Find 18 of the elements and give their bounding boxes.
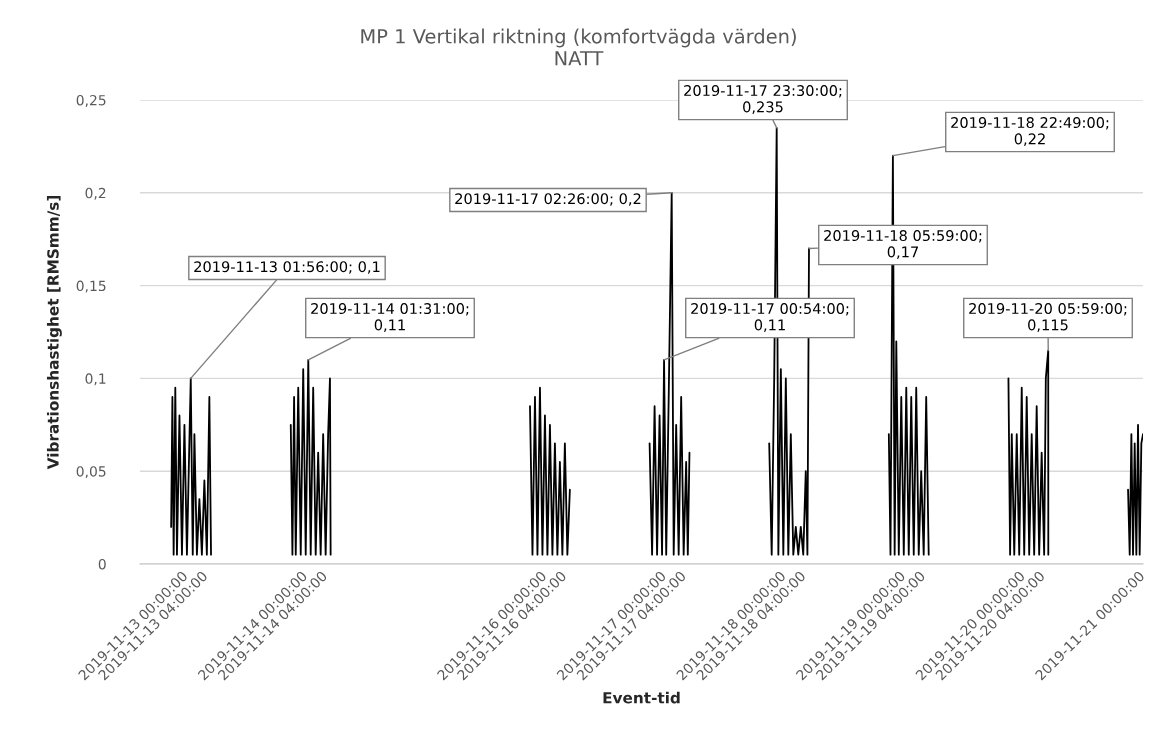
y-tick-label: 0,05	[76, 466, 106, 479]
y-tick-label: 0,25	[76, 94, 106, 107]
y-tick-label: 0,1	[85, 373, 106, 386]
annotation: 2019-11-17 23:30:00; 0,235	[684, 85, 842, 114]
annotation: 2019-11-18 05:59:00; 0,17	[824, 230, 982, 259]
y-tick-label: 0	[98, 558, 106, 570]
annotation: 2019-11-20 05:59:00; 0,115	[969, 303, 1127, 332]
y-axis-title: Vibrationshastighet [RMSmm/s]	[46, 195, 62, 470]
y-tick-label: 0,15	[76, 280, 106, 293]
y-tick-label: 0,2	[85, 187, 106, 200]
annotation: 2019-11-13 01:56:00; 0,1	[194, 261, 380, 274]
chart-subtitle: NATT	[555, 51, 604, 66]
annotation: 2019-11-17 02:26:00; 0,2	[455, 193, 641, 206]
annotation: 2019-11-14 01:31:00; 0,11	[311, 303, 469, 332]
chart-title: MP 1 Vertikal riktning (komfortvägda värden)	[361, 28, 796, 48]
x-axis-title: Event-tid	[603, 691, 680, 704]
annotation: 2019-11-17 00:54:00; 0,11	[691, 303, 849, 332]
annotation: 2019-11-18 22:49:00; 0,22	[951, 117, 1109, 146]
